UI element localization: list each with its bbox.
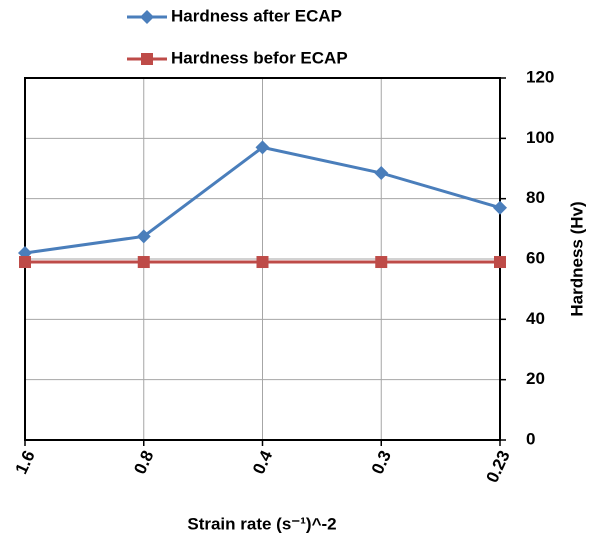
legend-label: Hardness befor ECAP <box>171 48 348 67</box>
data-point <box>493 200 507 215</box>
y-tick-label: 60 <box>526 248 545 267</box>
y-tick-label: 120 <box>526 67 554 86</box>
legend-marker <box>140 10 154 24</box>
y-tick-label: 20 <box>526 369 545 388</box>
data-point <box>19 256 31 269</box>
x-tick-label: 0.23 <box>482 448 513 486</box>
x-tick-label: 0.3 <box>368 448 395 477</box>
x-tick-label: 1.6 <box>11 448 38 477</box>
legend-marker <box>141 53 153 65</box>
y-tick-label: 0 <box>526 429 535 448</box>
y-tick-label: 100 <box>526 128 554 147</box>
data-point <box>256 256 269 269</box>
data-point <box>18 245 32 260</box>
data-point <box>137 256 150 269</box>
y-tick-label: 40 <box>526 309 545 328</box>
legend-label: Hardness after ECAP <box>171 6 342 25</box>
y-tick-label: 80 <box>526 188 545 207</box>
x-axis-label: Strain rate (s⁻¹)^-2 <box>187 514 336 533</box>
data-point <box>375 256 388 269</box>
y-axis-label: Hardness (Hv) <box>567 201 586 316</box>
data-point <box>494 256 506 269</box>
data-point <box>374 166 389 181</box>
data-point <box>136 229 151 244</box>
x-tick-label: 0.4 <box>249 447 276 477</box>
data-point <box>255 140 270 155</box>
x-tick-label: 0.8 <box>130 448 157 477</box>
